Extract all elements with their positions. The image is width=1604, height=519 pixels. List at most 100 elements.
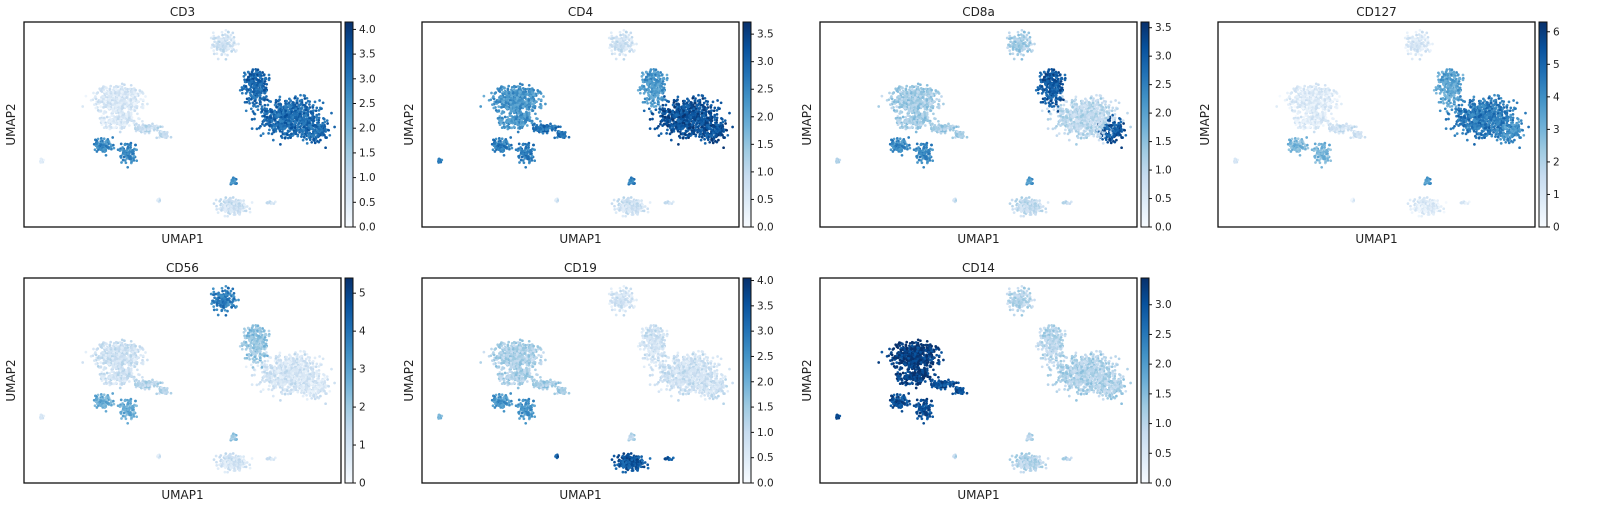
cell-point bbox=[305, 117, 309, 121]
cell-point bbox=[101, 97, 105, 101]
cell-point bbox=[709, 121, 713, 125]
cell-point bbox=[505, 104, 509, 108]
cell-point bbox=[494, 109, 498, 112]
cell-point bbox=[117, 121, 121, 125]
cell-point bbox=[108, 95, 112, 99]
cell-point bbox=[260, 91, 263, 95]
cell-point bbox=[123, 83, 126, 87]
cell-point bbox=[534, 112, 537, 116]
cell-point bbox=[116, 148, 120, 152]
cell-point bbox=[94, 106, 98, 110]
cell-point bbox=[324, 136, 328, 139]
cell-point bbox=[512, 106, 516, 110]
cell-point bbox=[232, 202, 236, 206]
cell-point bbox=[528, 116, 532, 119]
cell-point bbox=[121, 116, 125, 119]
cell-point bbox=[702, 101, 706, 105]
cell-point bbox=[662, 86, 666, 90]
cell-point bbox=[491, 103, 494, 106]
cell-point bbox=[706, 100, 710, 103]
cell-point bbox=[614, 42, 618, 46]
cell-point bbox=[137, 117, 140, 120]
cell-point bbox=[663, 118, 666, 122]
cell-point bbox=[222, 50, 225, 53]
cell-point bbox=[731, 125, 734, 129]
cell-point bbox=[690, 103, 693, 106]
cell-point bbox=[645, 96, 649, 100]
cell-point bbox=[310, 119, 314, 122]
cell-point bbox=[271, 138, 275, 142]
cell-point bbox=[612, 198, 616, 202]
cell-point bbox=[250, 118, 254, 121]
cell-point bbox=[243, 100, 247, 104]
cell-point bbox=[288, 97, 291, 101]
cell-point bbox=[657, 76, 660, 80]
cell-point bbox=[263, 109, 267, 113]
cell-point bbox=[279, 126, 283, 130]
cell-point bbox=[121, 158, 125, 162]
cell-point bbox=[325, 119, 329, 122]
cell-point bbox=[114, 106, 118, 110]
cell-point bbox=[712, 124, 716, 127]
scatter-points bbox=[39, 28, 336, 218]
cell-point bbox=[317, 116, 321, 120]
cell-point bbox=[286, 136, 290, 140]
cell-point bbox=[690, 123, 694, 127]
cell-point bbox=[683, 99, 686, 103]
cell-point bbox=[631, 211, 634, 214]
cell-point bbox=[533, 128, 537, 131]
cell-point bbox=[651, 117, 654, 121]
cell-point bbox=[255, 93, 259, 97]
cell-point bbox=[532, 88, 535, 92]
cell-point bbox=[249, 107, 253, 111]
cell-point bbox=[104, 97, 108, 101]
colorbar-tick-label: 3.5 bbox=[359, 49, 376, 61]
cell-point bbox=[212, 37, 215, 41]
cell-point bbox=[706, 103, 709, 106]
cell-point bbox=[214, 198, 218, 202]
cell-point bbox=[500, 126, 504, 130]
cell-point bbox=[99, 136, 103, 140]
cell-point bbox=[640, 75, 644, 78]
cell-point bbox=[216, 57, 220, 61]
cell-point bbox=[312, 137, 316, 141]
cell-point bbox=[553, 136, 557, 140]
cell-point bbox=[524, 146, 528, 150]
cell-point bbox=[297, 103, 301, 107]
cell-point bbox=[253, 99, 257, 103]
cell-point bbox=[124, 161, 128, 165]
cell-point bbox=[116, 104, 119, 107]
cell-point bbox=[503, 86, 506, 90]
cell-point bbox=[223, 214, 227, 218]
cell-point bbox=[671, 126, 675, 130]
cell-point bbox=[527, 83, 531, 87]
cell-point bbox=[231, 179, 235, 182]
cell-point bbox=[493, 92, 497, 95]
cell-point bbox=[212, 202, 216, 205]
cell-point bbox=[534, 100, 538, 103]
cell-point bbox=[264, 86, 268, 90]
cell-point bbox=[265, 122, 269, 126]
cell-point bbox=[136, 100, 140, 103]
cell-point bbox=[265, 201, 269, 205]
cell-point bbox=[482, 94, 486, 98]
cell-point bbox=[567, 135, 571, 139]
cell-point bbox=[124, 92, 127, 96]
cell-point bbox=[508, 114, 512, 117]
cell-point bbox=[524, 165, 528, 169]
cell-point bbox=[624, 214, 627, 218]
cell-point bbox=[305, 131, 309, 135]
cell-point bbox=[290, 114, 293, 117]
cell-point bbox=[500, 116, 504, 120]
cell-point bbox=[224, 45, 228, 48]
cell-point bbox=[266, 98, 269, 102]
cell-point bbox=[256, 104, 260, 108]
cell-point bbox=[724, 122, 727, 125]
cell-point bbox=[654, 90, 658, 93]
cell-point bbox=[308, 121, 311, 125]
cell-point bbox=[258, 94, 261, 98]
cell-point bbox=[242, 75, 246, 78]
cell-point bbox=[708, 140, 712, 144]
colorbar-tick-label: 1.0 bbox=[359, 172, 376, 184]
cell-point bbox=[270, 201, 273, 205]
